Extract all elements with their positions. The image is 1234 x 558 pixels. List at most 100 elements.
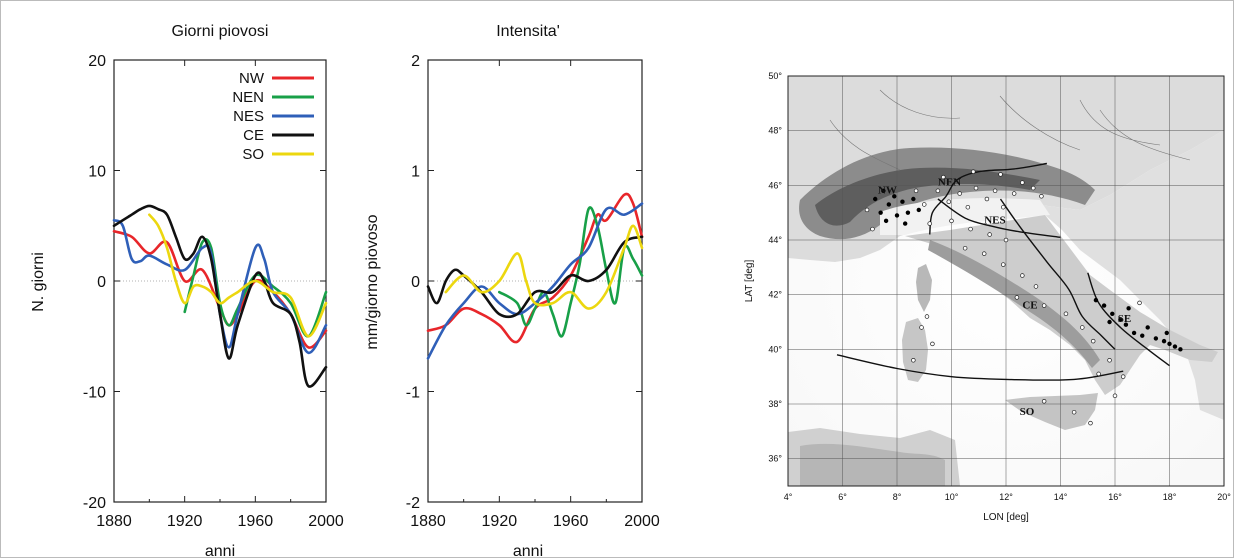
series-line-ce [112,204,328,388]
station-open [1014,295,1020,300]
region-boundaries [836,162,1170,381]
station-open [1003,237,1009,243]
station-filled [1118,317,1123,322]
y-tick-label: -1 [406,385,420,402]
chart-giorni-piovosi: Giorni piovosi N. giorni anni 20 10 0 -10 -2… [30,23,344,558]
y-tick-label: 0 [411,274,420,291]
station-open [1107,358,1112,363]
map-frame [787,75,1225,487]
series-line-nw [426,192,644,344]
region-boundary [836,354,1124,381]
station-filled [916,207,921,213]
station-filled [1164,330,1169,336]
station-filled [902,221,908,226]
station-filled [1110,311,1115,316]
station-open [1088,420,1093,426]
y-axis-label: N. giorni [30,252,47,312]
sardinia [902,318,928,382]
station-open [949,218,954,224]
station-filled [911,196,916,202]
station-open [946,199,952,204]
station-open [957,191,962,196]
y-tick-label: 20 [88,53,106,70]
station-open [1041,303,1047,308]
station-filled [886,202,892,207]
balkans-land [1040,130,1224,420]
lat-tick-label: 50° [768,71,782,81]
station-filled [1123,322,1129,327]
north-africa-relief [800,443,945,486]
station-filled [883,218,889,224]
station-filled [1178,347,1183,352]
station-open [941,174,946,180]
station-filled [1161,338,1167,344]
station-filled [878,210,883,215]
station-open [973,185,979,191]
station-filled [1140,333,1145,338]
chart-title: Giorni piovosi [172,23,269,40]
station-open [998,172,1003,177]
y-tick-label: 10 [88,164,106,181]
lat-tick-label: 48° [768,126,782,136]
station-open [911,358,916,363]
station-filled [881,188,886,193]
y-axis-label: mm/giorno piovoso [364,214,381,349]
station-filled [1145,325,1150,330]
region-label-so: SO [1020,406,1035,418]
station-open [864,207,870,213]
station-open [1063,311,1069,317]
po-valley [880,198,1050,235]
station-open [992,188,998,194]
lon-tick-label: 12° [999,492,1013,502]
region-label-nen: NEN [938,176,961,188]
station-filled [905,210,911,215]
station-open [927,221,932,226]
lon-tick-label: 18° [1163,492,1177,502]
station-filled [1131,330,1137,336]
station-filled [873,196,878,202]
station-open [930,341,935,347]
lon-tick-label: 20° [1217,492,1231,502]
station-filled [900,199,905,204]
lat-tick-label: 38° [768,399,782,409]
station-open [1120,374,1126,379]
region-boundary [999,198,1116,350]
region-label-nes: NES [984,215,1005,227]
lon-tick-label: 10° [945,492,959,502]
station-open [1011,191,1017,196]
corsica [916,264,932,312]
lon-tick-label: 6° [838,492,847,502]
station-open [1030,185,1036,191]
lon-tick-label: 8° [893,492,902,502]
y-tick-label: 1 [411,164,420,181]
station-open [1033,284,1039,289]
x-tick-label: 1920 [482,513,518,530]
chart-intensita: Intensita' mm/giorno piovoso anni 2 1 0 -1 -… [364,23,660,558]
station-open [919,325,924,330]
lat-tick-label: 46° [768,180,782,190]
station-filled [1107,319,1112,325]
station-open [1041,399,1047,404]
station-open [1020,180,1025,185]
station-filled [1101,303,1107,308]
station-open [1071,409,1077,415]
station-open [1080,325,1085,330]
station-open [913,188,919,194]
station-open [962,245,968,251]
x-axis-label: anni [513,543,543,558]
region-boundary [929,162,1048,235]
legend-label: NW [239,70,265,87]
map-y-label: LAT [deg] [744,260,755,303]
lon-tick-label: 4° [784,492,793,502]
region-label-ce: CE [1022,299,1037,311]
station-filled [1167,341,1172,347]
lat-tick-label: 40° [768,344,782,354]
x-tick-label: 1880 [96,513,132,530]
y-tick-label: -10 [83,385,106,402]
station-open [1112,393,1118,399]
station-open [870,226,875,232]
y-tick-label: 2 [411,53,420,70]
